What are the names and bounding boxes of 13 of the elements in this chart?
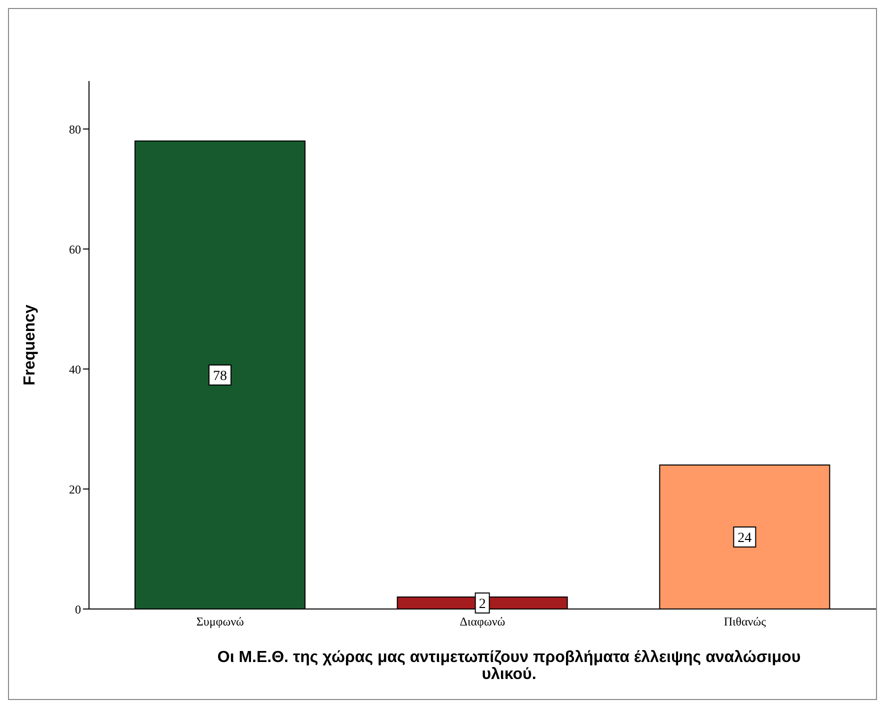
x-tick-label: Διαφωνώ [460,614,506,629]
y-tick-label: 40 [69,362,81,376]
y-tick-label: 20 [69,482,81,496]
x-tick-label: Συμφωνώ [196,614,244,629]
y-tick-label: 0 [75,602,81,616]
data-label: 78 [213,369,227,384]
data-label: 24 [738,531,752,546]
y-tick-label: 60 [69,242,81,256]
data-label: 2 [478,597,486,612]
y-axis-title: Frequency [22,304,39,386]
y-tick-label: 80 [69,122,81,136]
x-tick-label: Πιθανώς [724,614,766,629]
x-axis-title: Οι Μ.Ε.Θ. της χώρας μας αντιμετωπίζουν προβλήματα έλλειψης αναλώσιμου υλικού. [216,649,802,683]
